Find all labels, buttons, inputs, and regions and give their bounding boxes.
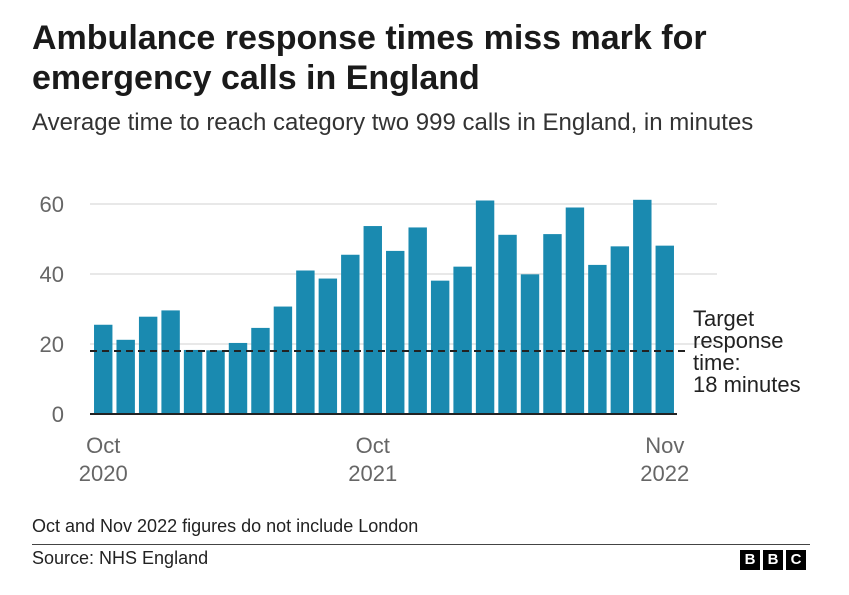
chart-subtitle: Average time to reach category two 999 c… — [32, 109, 754, 136]
footnote: Oct and Nov 2022 figures do not include … — [32, 516, 419, 536]
target-label: response — [693, 328, 784, 353]
x-tick-label: 2021 — [348, 461, 397, 486]
bar — [453, 266, 472, 414]
bar — [543, 234, 562, 414]
x-tick-label: 2020 — [79, 461, 128, 486]
bbc-logo: B B C — [740, 550, 806, 570]
bar — [610, 246, 630, 414]
y-axis-ticks: 0 20 40 60 — [40, 192, 64, 427]
bar — [430, 280, 450, 414]
footer-divider — [32, 544, 810, 545]
bar — [161, 310, 180, 414]
bars — [94, 199, 674, 414]
bar — [228, 342, 248, 414]
bbc-logo-letter: C — [786, 550, 806, 570]
y-tick-label: 20 — [40, 332, 64, 357]
bar — [408, 227, 427, 414]
target-label: Target — [693, 306, 754, 331]
target-label: 18 minutes — [693, 372, 801, 397]
bbc-logo-letter: B — [740, 550, 760, 570]
source-credit: Source: NHS England — [32, 548, 209, 568]
bar — [251, 327, 270, 414]
bar — [296, 270, 315, 414]
x-tick-label: Oct — [356, 433, 390, 458]
bar — [138, 316, 158, 414]
x-axis-ticks: Oct 2020 Oct 2021 Nov 2022 — [79, 433, 689, 486]
bar — [588, 264, 607, 414]
bar-chart: 0 20 40 60 Oct 2020 Oct 2021 Nov 2022 Targetresp… — [40, 192, 801, 486]
x-tick-label: Oct — [86, 433, 120, 458]
target-label: time: — [693, 350, 741, 375]
bar — [386, 250, 405, 414]
bar — [116, 339, 135, 414]
bar — [206, 350, 225, 414]
bar — [520, 274, 540, 414]
y-tick-label: 60 — [40, 192, 64, 217]
bar — [94, 324, 113, 414]
x-tick-label: 2022 — [640, 461, 689, 486]
y-tick-label: 40 — [40, 262, 64, 287]
chart-title: Ambulance response times miss mark for e… — [32, 19, 707, 97]
bar — [318, 278, 338, 414]
bar — [565, 207, 585, 414]
x-tick-label: Nov — [645, 433, 684, 458]
bar — [633, 199, 652, 414]
bar — [273, 306, 293, 414]
bar — [363, 226, 382, 414]
y-tick-label: 0 — [52, 402, 64, 427]
bar — [475, 200, 495, 414]
bar — [498, 234, 517, 414]
bar — [183, 349, 203, 414]
bbc-logo-letter: B — [763, 550, 783, 570]
bar — [655, 245, 674, 414]
bar — [341, 254, 360, 414]
